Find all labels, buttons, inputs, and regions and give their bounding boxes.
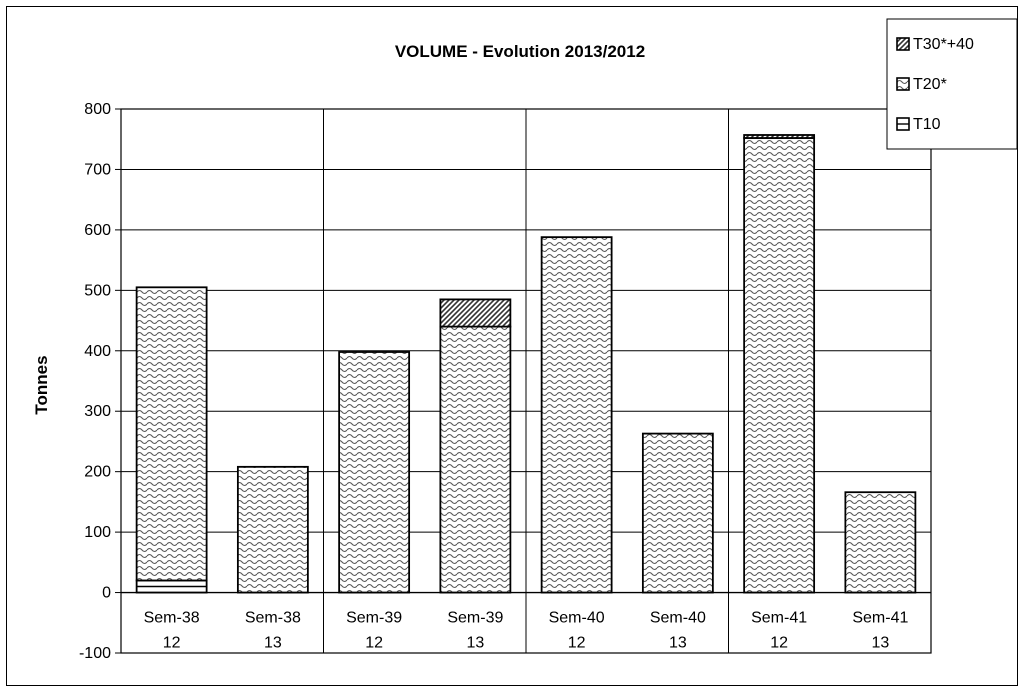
bar-t20- (137, 287, 207, 580)
legend-label: T10 (913, 116, 941, 133)
y-tick-label: 300 (84, 403, 111, 420)
legend-swatch (897, 78, 909, 90)
x-tick-label: Sem-38 (245, 610, 301, 627)
bar-t30-40 (744, 135, 814, 138)
y-tick-label: 500 (84, 282, 111, 299)
legend-label: T30*+40 (913, 36, 974, 53)
bar-t20- (744, 138, 814, 593)
y-axis-label: Tonnes (32, 355, 51, 414)
x-tick-label: Sem-38 (144, 610, 200, 627)
bar-t30-40 (440, 299, 510, 326)
x-tick-label: Sem-41 (852, 610, 908, 627)
x-tick-label: Sem-40 (549, 610, 605, 627)
y-tick-label: 600 (84, 222, 111, 239)
x-tick-label-year: 12 (568, 635, 586, 652)
x-tick-label-year: 13 (669, 635, 687, 652)
y-tick-label: 400 (84, 343, 111, 360)
x-tick-label: Sem-39 (346, 610, 402, 627)
legend-label: T20* (913, 76, 947, 93)
chart-title: VOLUME - Evolution 2013/2012 (395, 42, 645, 61)
x-tick-label-year: 13 (871, 635, 889, 652)
legend-entry: T10 (897, 116, 941, 133)
bar-t20- (238, 467, 308, 593)
x-tick-label: Sem-40 (650, 610, 706, 627)
bar-t20- (643, 434, 713, 593)
x-tick-label-year: 12 (770, 635, 788, 652)
y-tick-label: 700 (84, 161, 111, 178)
bar-t20- (542, 237, 612, 592)
y-tick-label: -100 (79, 645, 111, 662)
y-tick-label: 0 (102, 585, 111, 602)
chart-svg: -100 0 100 200 300 400 500 600 700 800 Sem-38 12 Sem… (7, 7, 1019, 687)
chart-frame: -100 0 100 200 300 400 500 600 700 800 Sem-38 12 Sem… (6, 6, 1018, 686)
x-tick-label-year: 12 (163, 635, 181, 652)
legend-entry: T30*+40 (897, 36, 974, 53)
y-tick-label: 800 (84, 101, 111, 118)
y-tick-label: 200 (84, 464, 111, 481)
x-tick-label-year: 12 (365, 635, 383, 652)
bar-t20- (440, 327, 510, 593)
x-tick-label-year: 13 (264, 635, 282, 652)
legend-swatch (897, 38, 909, 50)
bar-t20- (339, 352, 409, 593)
x-tick-label: Sem-41 (751, 610, 807, 627)
x-tick-label: Sem-39 (447, 610, 503, 627)
y-tick-label: 100 (84, 524, 111, 541)
bar-t20- (845, 492, 915, 592)
legend-entry: T20* (897, 76, 947, 93)
x-tick-label-year: 13 (466, 635, 484, 652)
